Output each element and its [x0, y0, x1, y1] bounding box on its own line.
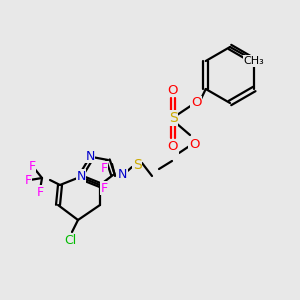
Text: O: O — [168, 140, 178, 154]
Text: F: F — [28, 160, 36, 172]
Text: F: F — [24, 173, 32, 187]
Text: F: F — [100, 161, 108, 175]
Text: Cl: Cl — [64, 233, 76, 247]
Text: F: F — [100, 182, 108, 194]
Text: CH₃: CH₃ — [244, 56, 264, 66]
Text: S: S — [169, 111, 177, 125]
Text: S: S — [133, 158, 141, 172]
Text: O: O — [168, 83, 178, 97]
Text: N: N — [76, 169, 86, 182]
Text: N: N — [118, 167, 128, 181]
Text: N: N — [85, 149, 95, 163]
Text: F: F — [36, 185, 43, 199]
Text: O: O — [189, 139, 199, 152]
Text: O: O — [191, 97, 201, 110]
